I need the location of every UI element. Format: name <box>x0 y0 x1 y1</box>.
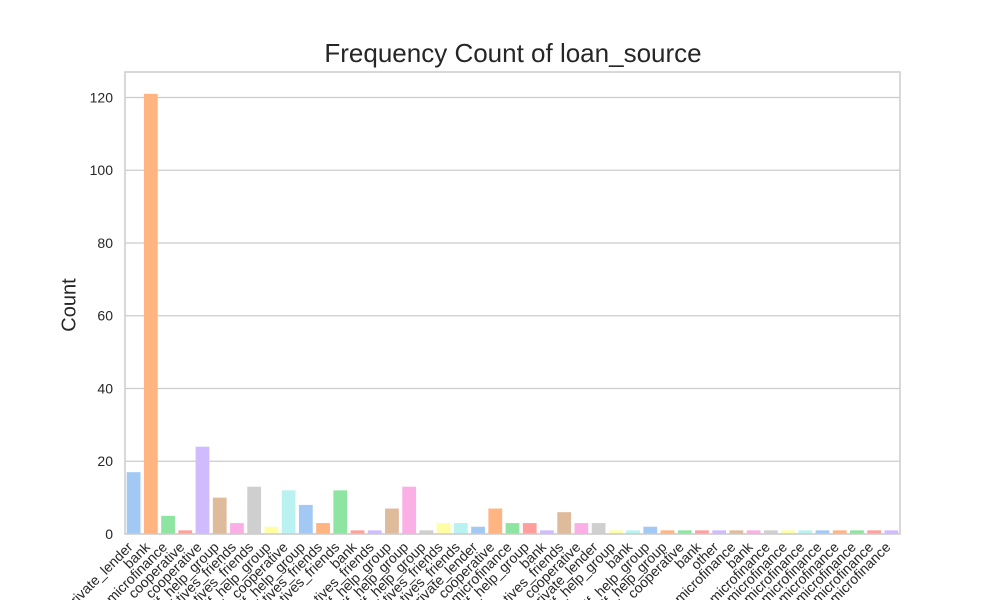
bar <box>488 508 503 534</box>
bar <box>247 486 262 534</box>
bar <box>195 446 210 534</box>
bar <box>815 530 830 534</box>
bar <box>419 530 434 534</box>
bar <box>867 530 882 534</box>
bar <box>591 523 606 534</box>
bar <box>798 530 813 534</box>
y-tick-label: 0 <box>105 526 113 542</box>
bar <box>884 530 899 534</box>
bar <box>832 530 847 534</box>
bar <box>626 530 640 534</box>
bar <box>729 530 744 534</box>
bar <box>781 530 795 534</box>
bar <box>385 508 399 534</box>
y-tick-label: 20 <box>97 453 113 469</box>
plot-frame <box>124 71 901 535</box>
bar <box>161 515 175 534</box>
bar <box>143 93 158 534</box>
bar <box>126 472 141 534</box>
bar <box>695 530 709 534</box>
bar <box>471 526 485 534</box>
bar <box>746 530 761 534</box>
bar <box>677 530 692 534</box>
bar <box>608 530 623 534</box>
bar <box>574 523 589 534</box>
bar <box>557 512 572 534</box>
bar <box>333 490 348 534</box>
y-tick-label: 120 <box>90 89 114 105</box>
bar <box>453 523 468 534</box>
bar <box>298 504 313 534</box>
y-tick-label: 40 <box>97 380 113 396</box>
bar <box>402 486 417 534</box>
bar <box>281 490 296 534</box>
bar <box>660 530 675 534</box>
y-tick-label: 60 <box>97 308 113 324</box>
y-tick-label: 80 <box>97 235 113 251</box>
bar <box>540 530 554 534</box>
bar <box>522 523 537 534</box>
bar <box>178 530 193 534</box>
bar <box>230 523 244 534</box>
bar <box>350 530 365 534</box>
bar <box>505 523 520 534</box>
bar <box>264 526 279 534</box>
bar <box>212 497 227 534</box>
bar <box>367 530 382 534</box>
y-tick-label: 100 <box>90 162 114 178</box>
bar <box>712 530 727 534</box>
bar <box>850 530 864 534</box>
bar <box>763 530 778 534</box>
bar <box>643 526 658 534</box>
bar <box>316 523 330 534</box>
bar <box>436 523 451 534</box>
chart-title: Frequency Count of loan_source <box>324 38 702 68</box>
